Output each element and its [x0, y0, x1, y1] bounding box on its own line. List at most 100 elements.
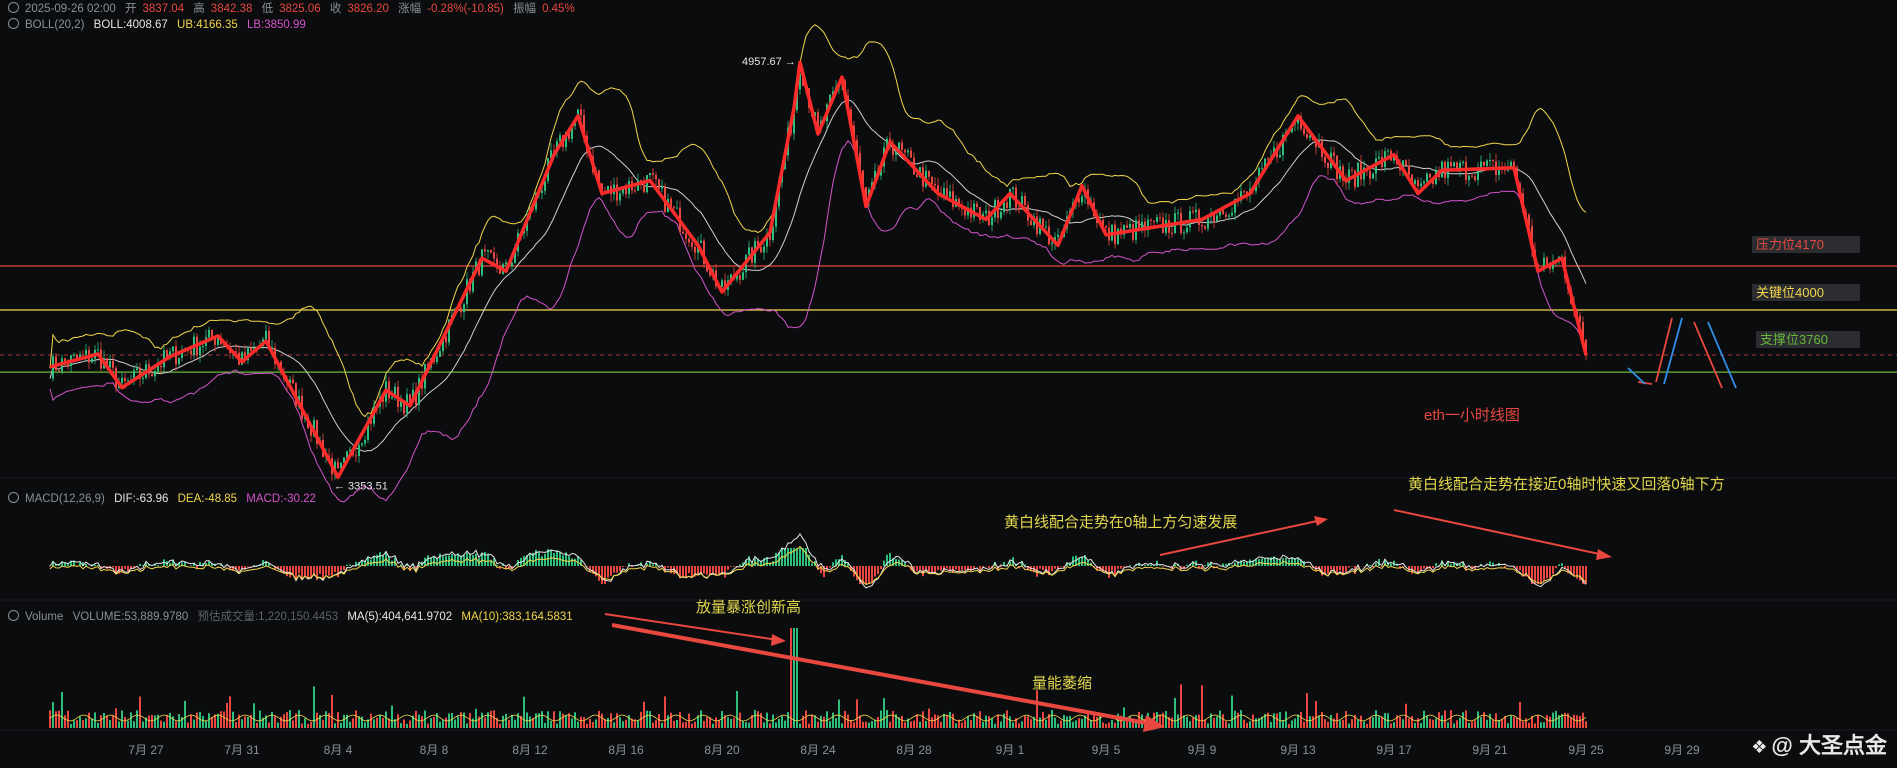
- macd-bar: [193, 562, 195, 566]
- candle-body: [817, 112, 819, 128]
- volume-bar: [436, 713, 438, 728]
- candle-body: [904, 149, 906, 153]
- volume-bar: [1273, 713, 1275, 728]
- volume-bar: [1063, 715, 1065, 728]
- volume-bar: [748, 722, 750, 728]
- macd-bar: [637, 564, 639, 566]
- macd-bar: [667, 566, 669, 568]
- macd-bar: [577, 556, 579, 566]
- candle-body: [505, 262, 507, 265]
- volume-bar: [1162, 712, 1164, 728]
- volume-bar: [1168, 717, 1170, 728]
- volume-bar: [1423, 710, 1425, 728]
- macd-bar: [940, 566, 942, 571]
- macd-bar: [1525, 566, 1527, 577]
- volume-bar: [862, 721, 864, 728]
- candle-body: [202, 345, 204, 347]
- macd-bar: [1243, 561, 1245, 566]
- volume-bar: [226, 702, 228, 728]
- volume-bar: [607, 717, 609, 728]
- macd-bar: [334, 566, 336, 573]
- projection-arrow: [1655, 317, 1673, 383]
- macd-bar: [1105, 566, 1107, 574]
- macd-bar: [544, 553, 546, 566]
- volume-arrow-1-head: [771, 634, 786, 646]
- macd-bar: [85, 564, 87, 566]
- macd-bar: [889, 553, 891, 566]
- candle-body: [493, 252, 495, 259]
- volume-bar: [118, 721, 120, 728]
- volume-bar: [106, 715, 108, 728]
- candle-body: [553, 150, 555, 152]
- volume-bar: [604, 719, 606, 728]
- macd-bar: [349, 564, 351, 566]
- x-tick-label: 8月 4: [324, 743, 353, 757]
- volume-bar: [220, 711, 222, 728]
- x-tick-label: 9月 9: [1188, 743, 1217, 757]
- candle-body: [1129, 223, 1131, 228]
- volume-bar: [976, 716, 978, 728]
- volume-bar: [175, 721, 177, 728]
- volume-bar: [1426, 715, 1428, 728]
- watermark-text: @ 大圣点金: [1771, 733, 1887, 758]
- open-value: 3837.04: [142, 3, 185, 15]
- macd-bar: [742, 562, 744, 566]
- eye-icon[interactable]: [8, 2, 19, 13]
- volume-bar: [49, 710, 51, 728]
- macd-bar: [265, 561, 267, 566]
- volume-bar: [559, 711, 561, 728]
- volume-bar: [1306, 693, 1308, 728]
- macd-bar: [979, 566, 981, 571]
- volume-bar: [1030, 719, 1032, 728]
- macd-bar: [1120, 566, 1122, 569]
- macd-bar: [1324, 566, 1326, 574]
- macd-bar: [916, 566, 918, 572]
- macd-bar: [1471, 566, 1473, 570]
- volume-bar: [1414, 722, 1416, 728]
- eye-icon[interactable]: [8, 18, 19, 29]
- volume-note-1: 放量暴涨创新高: [696, 599, 802, 616]
- candle-body: [355, 455, 357, 457]
- volume-bar: [481, 712, 483, 728]
- volume-bar: [1378, 716, 1380, 728]
- macd-bar: [886, 554, 888, 566]
- candle-body: [688, 238, 690, 243]
- candle-body: [724, 280, 726, 290]
- volume-bar: [985, 715, 987, 728]
- volume-bar: [1561, 714, 1563, 728]
- macd-arrow-2-head: [1596, 549, 1612, 560]
- volume-bar: [1315, 701, 1317, 728]
- macd-bar: [280, 566, 282, 572]
- macd-bar: [1240, 560, 1242, 566]
- candle-body: [934, 183, 936, 186]
- volume-bar: [544, 722, 546, 728]
- eye-icon[interactable]: [8, 492, 19, 503]
- volume-bar: [322, 719, 324, 728]
- volume-bar: [736, 690, 738, 728]
- macd-bar: [145, 562, 147, 566]
- volume-bar: [598, 710, 600, 728]
- macd-bar: [1279, 559, 1281, 566]
- volume-bar: [970, 719, 972, 728]
- volume-bar: [1375, 710, 1377, 728]
- macd-bar: [199, 561, 201, 566]
- x-tick-label: 8月 8: [420, 743, 449, 757]
- macd-bar: [79, 562, 81, 566]
- macd-bar: [973, 566, 975, 569]
- candle-body: [814, 112, 816, 117]
- macd-bar: [1333, 566, 1335, 571]
- x-tick-label: 9月 5: [1092, 743, 1121, 757]
- macd-bar: [274, 566, 276, 570]
- volume-name: Volume: [25, 611, 64, 623]
- macd-bar: [880, 566, 882, 570]
- macd-bar: [601, 566, 603, 584]
- candle-body: [1243, 191, 1245, 193]
- macd-bar: [646, 563, 648, 566]
- macd-bar: [1435, 563, 1437, 566]
- volume-bar: [1543, 722, 1545, 728]
- candle-body: [445, 336, 447, 343]
- macd-bar: [841, 555, 843, 566]
- macd-bar: [697, 566, 699, 575]
- eye-icon[interactable]: [8, 610, 19, 621]
